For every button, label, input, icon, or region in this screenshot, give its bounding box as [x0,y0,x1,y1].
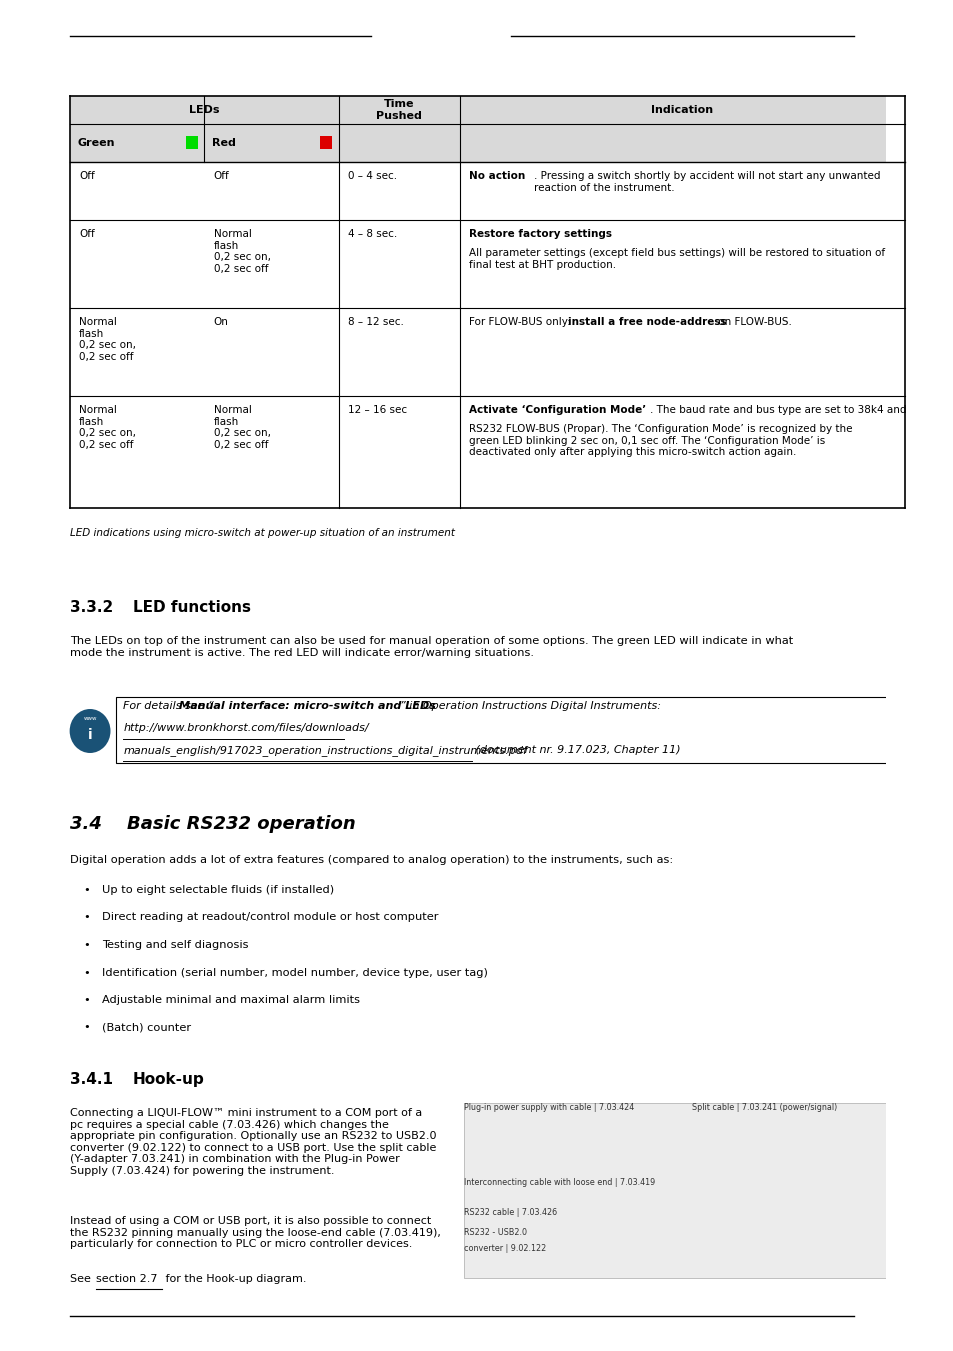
Text: 0 – 4 sec.: 0 – 4 sec. [348,172,396,181]
Bar [464,1102,904,1278]
Text: •: • [83,967,90,978]
Text: 8 – 12 sec.: 8 – 12 sec. [348,317,404,327]
Text: (document nr. 9.17.023, Chapter 11): (document nr. 9.17.023, Chapter 11) [471,744,679,755]
Bar [320,136,332,150]
Text: www: www [83,716,96,721]
Text: Testing and self diagnosis: Testing and self diagnosis [102,940,249,950]
Text: •: • [83,885,90,894]
Text: (Batch) counter: (Batch) counter [102,1023,191,1032]
Text: Instead of using a COM or USB port, it is also possible to connect
the RS232 pin: Instead of using a COM or USB port, it i… [70,1216,440,1250]
Text: Hook-up: Hook-up [132,1071,204,1088]
Text: ” in Operation Instructions Digital Instruments:: ” in Operation Instructions Digital Inst… [400,701,660,711]
Text: 3.3.2: 3.3.2 [70,600,112,615]
Text: section 2.7: section 2.7 [95,1274,157,1283]
Text: for the Hook-up diagram.: for the Hook-up diagram. [162,1274,307,1283]
Text: RS232 cable | 7.03.426: RS232 cable | 7.03.426 [464,1208,557,1217]
Text: Manual interface: micro-switch and LEDs: Manual interface: micro-switch and LEDs [179,701,436,711]
Text: Direct reading at readout/control module or host computer: Direct reading at readout/control module… [102,912,438,923]
Text: 3.4: 3.4 [70,815,101,834]
Text: RS232 FLOW-BUS (Propar). The ‘Configuration Mode’ is recognized by the
green LED: RS232 FLOW-BUS (Propar). The ‘Configurat… [469,424,852,457]
Text: Identification (serial number, model number, device type, user tag): Identification (serial number, model num… [102,967,488,978]
Text: Off: Off [79,172,94,181]
Text: Off: Off [213,172,229,181]
Text: 3.4.1: 3.4.1 [70,1071,112,1088]
Text: Indication: Indication [651,105,713,115]
Text: Interconnecting cable with loose end | 7.03.419: Interconnecting cable with loose end | 7… [464,1178,655,1188]
Text: 12 – 16 sec: 12 – 16 sec [348,405,407,415]
Text: Normal
flash
0,2 sec on,
0,2 sec off: Normal flash 0,2 sec on, 0,2 sec off [79,405,135,450]
Text: converter | 9.02.122: converter | 9.02.122 [464,1244,546,1252]
Text: Activate ‘Configuration Mode’: Activate ‘Configuration Mode’ [469,405,645,415]
Text: Green: Green [77,138,114,149]
Text: No action: No action [469,172,524,181]
Text: LEDs: LEDs [189,105,219,115]
Text: Digital operation adds a lot of extra features (compared to analog operation) to: Digital operation adds a lot of extra fe… [70,855,672,865]
Text: See: See [70,1274,94,1283]
Text: Time
Pushed: Time Pushed [375,99,422,120]
Text: Normal
flash
0,2 sec on,
0,2 sec off: Normal flash 0,2 sec on, 0,2 sec off [213,230,271,274]
Text: install a free node-address: install a free node-address [568,317,726,327]
Text: 4 – 8 sec.: 4 – 8 sec. [348,230,397,239]
Text: i: i [88,728,92,742]
Text: Adjustable minimal and maximal alarm limits: Adjustable minimal and maximal alarm lim… [102,994,360,1005]
Text: . Pressing a switch shortly by accident will not start any unwanted
reaction of : . Pressing a switch shortly by accident … [534,172,880,193]
Bar [70,96,904,162]
Text: . The baud rate and bus type are set to 38k4 and: . The baud rate and bus type are set to … [649,405,905,415]
Text: Normal
flash
0,2 sec on,
0,2 sec off: Normal flash 0,2 sec on, 0,2 sec off [213,405,271,450]
Text: On: On [213,317,228,327]
Text: LED indications using micro-switch at power-up situation of an instrument: LED indications using micro-switch at po… [70,528,455,538]
Text: Basic RS232 operation: Basic RS232 operation [127,815,355,834]
Text: Red: Red [212,138,235,149]
Text: •: • [83,912,90,923]
Text: Normal
flash
0,2 sec on,
0,2 sec off: Normal flash 0,2 sec on, 0,2 sec off [79,317,135,362]
Text: •: • [83,994,90,1005]
Text: Off: Off [79,230,94,239]
Circle shape [70,709,111,753]
Text: •: • [83,940,90,950]
Text: manuals_english/917023_operation_instructions_digital_instruments.pdf: manuals_english/917023_operation_instruc… [123,744,527,757]
Text: For FLOW-BUS only:: For FLOW-BUS only: [469,317,574,327]
Text: Plug-in power supply with cable | 7.03.424: Plug-in power supply with cable | 7.03.4… [464,1102,634,1112]
Text: The LEDs on top of the instrument can also be used for manual operation of some : The LEDs on top of the instrument can al… [70,636,792,658]
Text: Split cable | 7.03.241 (power/signal): Split cable | 7.03.241 (power/signal) [691,1102,836,1112]
Text: LED functions: LED functions [132,600,251,615]
Text: For details see “: For details see “ [123,701,214,711]
Text: Connecting a LIQUI-FLOW™ mini instrument to a COM port of a
pc requires a specia: Connecting a LIQUI-FLOW™ mini instrument… [70,1108,436,1175]
Text: http://www.bronkhorst.com/files/downloads/: http://www.bronkhorst.com/files/download… [123,723,369,734]
Text: on FLOW-BUS.: on FLOW-BUS. [714,317,791,327]
Text: Restore factory settings: Restore factory settings [469,230,611,239]
Bar [186,136,197,150]
Bar [116,697,904,763]
Text: RS232 - USB2.0: RS232 - USB2.0 [464,1228,527,1238]
Text: •: • [83,1023,90,1032]
Text: Up to eight selectable fluids (if installed): Up to eight selectable fluids (if instal… [102,885,334,894]
Text: All parameter settings (except field bus settings) will be restored to situation: All parameter settings (except field bus… [469,249,884,270]
